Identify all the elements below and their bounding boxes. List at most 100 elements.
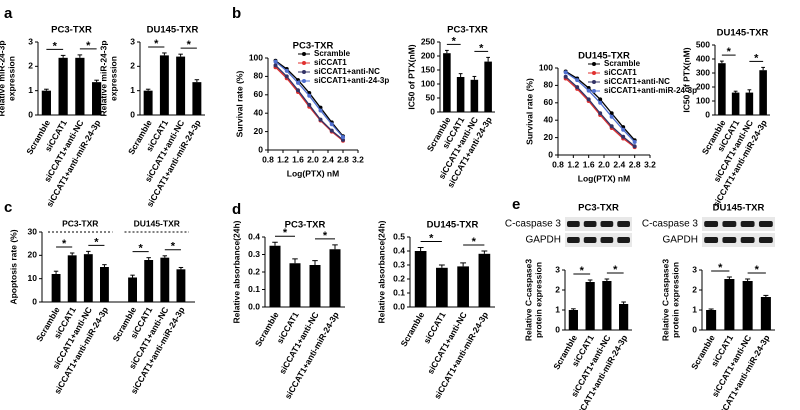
blot-label: GAPDH bbox=[525, 235, 561, 246]
significance-star: * bbox=[479, 42, 484, 54]
y-tick-label: 40 bbox=[544, 114, 554, 124]
x-tick-label: 2.4 bbox=[322, 154, 334, 164]
y-tick-label: 0.3 bbox=[248, 249, 260, 259]
blot-band bbox=[758, 221, 773, 227]
y-tick-label: 0 bbox=[28, 109, 33, 119]
y-tick-label: 3 bbox=[28, 36, 33, 46]
y-axis-label: Relative absorbance(24h) bbox=[231, 220, 241, 323]
significance-star: * bbox=[86, 40, 91, 52]
bar bbox=[100, 267, 109, 302]
data-point bbox=[284, 74, 289, 79]
data-point bbox=[563, 70, 568, 75]
y-tick-label: 0 bbox=[555, 324, 560, 334]
bar bbox=[128, 277, 137, 302]
data-point bbox=[296, 88, 300, 93]
y-axis-label: Relative miR-24-3p bbox=[0, 40, 6, 116]
legend-label: Scramble bbox=[314, 49, 351, 58]
data-point bbox=[318, 108, 323, 113]
chart-title: DU145-TXR bbox=[147, 25, 199, 36]
bar bbox=[176, 269, 186, 302]
y-tick-label: 400 bbox=[696, 53, 710, 63]
data-point bbox=[575, 78, 580, 83]
bar bbox=[41, 90, 51, 115]
blot-band bbox=[740, 237, 755, 243]
y-axis-label: Survival rate (%) bbox=[234, 71, 244, 138]
bar bbox=[456, 77, 465, 112]
y-tick-label: 80 bbox=[254, 71, 264, 81]
y-axis-label: protein expression bbox=[533, 262, 543, 338]
bar bbox=[160, 257, 170, 302]
data-point bbox=[632, 139, 637, 144]
x-tick-label: 1.6 bbox=[583, 159, 595, 169]
y-axis-label: Relative absorbance(24h) bbox=[376, 220, 386, 323]
y-tick-label: 20 bbox=[544, 132, 554, 142]
y-tick-label: 0.4 bbox=[248, 231, 260, 241]
bar bbox=[457, 266, 469, 307]
legend-marker bbox=[302, 52, 306, 56]
bar bbox=[742, 281, 753, 330]
blot-band bbox=[567, 221, 580, 227]
legend-marker bbox=[302, 79, 306, 83]
data-point bbox=[598, 100, 603, 105]
x-tick-label: 1.2 bbox=[277, 154, 289, 164]
y-tick-label: 20 bbox=[254, 126, 264, 136]
significance-star: * bbox=[452, 35, 457, 47]
data-point bbox=[621, 127, 626, 132]
panel-label: c bbox=[4, 199, 12, 216]
significance-star: * bbox=[94, 236, 99, 248]
y-tick-label: 2 bbox=[555, 284, 560, 294]
x-axis-label: Log(PTX) nM bbox=[578, 173, 630, 183]
blot-band bbox=[722, 237, 737, 243]
y-tick-label: 3 bbox=[130, 36, 135, 46]
legend-marker bbox=[302, 70, 306, 74]
bar bbox=[706, 310, 717, 330]
group-title: DU145-TXR bbox=[134, 218, 180, 228]
y-tick-label: 250 bbox=[421, 36, 435, 46]
bar bbox=[602, 281, 612, 330]
y-tick-label: 2 bbox=[692, 284, 697, 294]
blot-band bbox=[758, 237, 773, 243]
significance-star: * bbox=[53, 40, 58, 52]
panel-label: e bbox=[512, 196, 520, 213]
y-tick-label: 3 bbox=[692, 264, 697, 274]
y-axis-label: Relative C-caspase3 bbox=[523, 259, 533, 341]
chart-title: PC3-TXR bbox=[293, 41, 334, 52]
significance-star: * bbox=[613, 264, 618, 276]
data-point bbox=[296, 80, 300, 85]
y-axis-label: expression bbox=[108, 56, 118, 101]
significance-star: * bbox=[62, 238, 67, 250]
bar bbox=[144, 260, 154, 302]
panel-label: d bbox=[232, 201, 241, 218]
y-tick-label: 0.5 bbox=[393, 231, 405, 241]
blot-label: C-caspase 3 bbox=[505, 219, 562, 230]
chart-title: PC3-TXR bbox=[578, 203, 619, 214]
y-tick-label: 1 bbox=[28, 85, 33, 95]
bar bbox=[443, 53, 451, 112]
chart-title: PC3-TXR bbox=[51, 25, 92, 36]
chart-title: DU145-TXR bbox=[427, 220, 479, 231]
y-tick-label: 2 bbox=[130, 61, 135, 71]
bar bbox=[269, 245, 281, 307]
data-point bbox=[329, 128, 334, 133]
blot-band bbox=[567, 237, 580, 243]
bar bbox=[192, 82, 202, 115]
significance-star: * bbox=[754, 52, 759, 64]
y-tick-label: 2 bbox=[28, 61, 33, 71]
significance-star: * bbox=[727, 46, 732, 58]
bar bbox=[484, 61, 492, 112]
y-tick-label: 0.4 bbox=[393, 245, 405, 255]
significance-star: * bbox=[718, 262, 723, 274]
y-tick-label: 200 bbox=[421, 50, 435, 60]
y-tick-label: 0 bbox=[32, 296, 37, 306]
legend-label: Scramble bbox=[604, 59, 641, 68]
bar bbox=[289, 263, 301, 307]
significance-star: * bbox=[283, 227, 288, 239]
x-tick-label: 2.0 bbox=[598, 159, 610, 169]
blot-band bbox=[617, 221, 630, 227]
y-tick-label: 10 bbox=[28, 273, 38, 283]
y-tick-label: 60 bbox=[544, 97, 554, 107]
data-point bbox=[632, 144, 637, 149]
data-point bbox=[598, 111, 603, 116]
y-tick-label: 60 bbox=[254, 89, 264, 99]
y-axis-label: IC50 of PTX(nM) bbox=[681, 47, 691, 112]
